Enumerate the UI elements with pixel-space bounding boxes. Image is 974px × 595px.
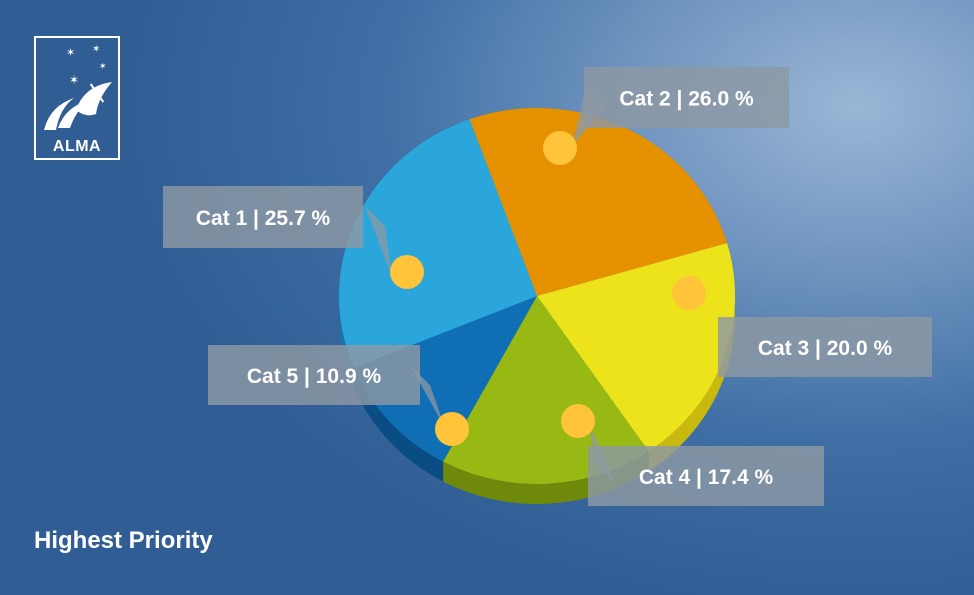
observatory-icon: ✶ ✶ ✶ ✶	[44, 44, 112, 130]
alma-logo: ✶ ✶ ✶ ✶ ALMA	[34, 36, 120, 160]
pie-slice	[353, 296, 537, 462]
callout-1: Cat 1 | 25.7 %	[163, 186, 424, 289]
svg-text:✶: ✶	[99, 62, 107, 72]
chart-title: Highest Priority	[34, 527, 213, 554]
data-label: Cat 5 | 10.9 %	[247, 365, 382, 388]
callout-4: Cat 4 | 17.4 %	[561, 404, 824, 506]
callout-box	[163, 186, 363, 248]
callout-2: Cat 2 | 26.0 %	[543, 67, 789, 165]
callout-marker	[435, 412, 469, 446]
svg-text:✶: ✶	[92, 44, 100, 55]
pie-slice-side	[353, 367, 444, 482]
callout-marker	[672, 276, 706, 310]
callout-5: Cat 5 | 10.9 %	[208, 345, 469, 446]
data-label: Cat 4 | 17.4 %	[639, 466, 774, 489]
callout-box	[208, 345, 420, 405]
callout-box	[584, 67, 789, 128]
svg-text:✶: ✶	[66, 46, 75, 59]
callout-marker	[543, 131, 577, 165]
callout-pointer	[365, 206, 392, 277]
callout-box	[588, 446, 824, 506]
pie-slice	[339, 119, 537, 368]
callout-marker	[561, 404, 595, 438]
svg-text:✶: ✶	[69, 73, 79, 87]
data-label: Cat 3 | 20.0 %	[758, 337, 893, 360]
data-label: Cat 1 | 25.7 %	[196, 207, 331, 230]
callout-3: Cat 3 | 20.0 %	[672, 276, 932, 377]
alma-logo-text: ALMA	[52, 138, 102, 155]
data-label: Cat 2 | 26.0 %	[619, 88, 754, 111]
pie-slice	[469, 108, 728, 297]
pie-slice	[443, 296, 649, 484]
callout-box	[718, 317, 932, 377]
callout-marker	[390, 255, 424, 289]
